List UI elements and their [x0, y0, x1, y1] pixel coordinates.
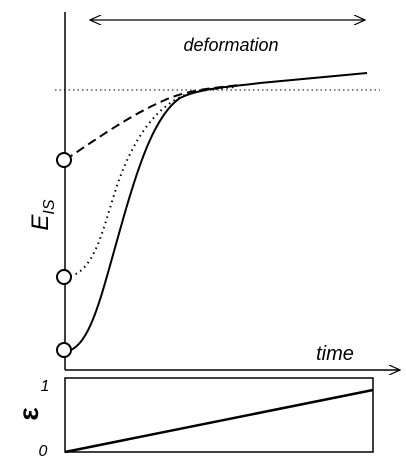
energy-label: EIS [27, 199, 58, 230]
strain-symbol: ε [13, 407, 44, 420]
strain-panel [64, 377, 374, 453]
strain-tick: 0 [39, 443, 48, 459]
dotted-curve [64, 86, 236, 278]
energy-subscript: IS [41, 199, 58, 214]
strain-tick: 1 [41, 378, 50, 395]
dashed-curve [64, 84, 241, 161]
start-point [56, 342, 72, 358]
energy-symbol: E [27, 214, 54, 231]
start-point [56, 269, 72, 285]
solid-curve [64, 72, 368, 353]
time-label: time [316, 343, 354, 365]
span-label: deformation [183, 35, 278, 55]
strain-ramp [64, 388, 374, 454]
start-point [56, 152, 72, 168]
